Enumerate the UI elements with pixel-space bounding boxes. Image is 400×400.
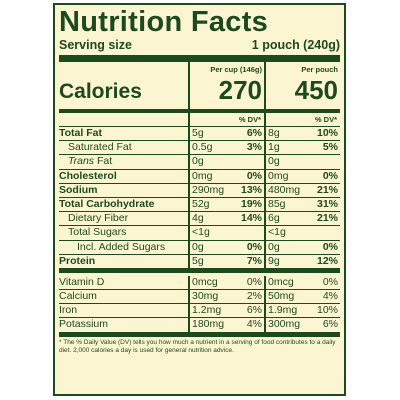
amount-pouch: 1g xyxy=(268,141,280,154)
amount-cup: 180mg xyxy=(192,318,225,331)
amount-pouch: 0mg xyxy=(268,169,289,182)
amount-cup: <1g xyxy=(192,226,210,239)
dv-pouch: 21% xyxy=(316,183,338,196)
nutrient-name: Total Sugars xyxy=(68,226,127,239)
dv-cup: 19% xyxy=(240,197,262,210)
calories-block: Calories Per cup (146g) 270 Per pouch 45… xyxy=(59,62,340,113)
dv-cup: 14% xyxy=(240,212,262,225)
nutrient-row-added-sugars: Incl. Added Sugars 0g 0% 0g 0% xyxy=(59,240,340,255)
dv-pouch: 31% xyxy=(316,197,338,210)
amount-pouch: <1g xyxy=(268,226,286,239)
amount-pouch: 1.9mg xyxy=(268,304,298,317)
amount-pouch: 50mg xyxy=(268,290,295,303)
dv-cup: 7% xyxy=(246,254,262,267)
nutrient-row-trans-fat: Trans Fat 0g 0g xyxy=(59,155,340,170)
nutrient-name: Cholesterol xyxy=(59,169,117,182)
dv-header-row: % DV* % DV* xyxy=(59,113,340,127)
nutrient-name: Total Carbohydrate xyxy=(59,197,155,210)
nutrient-name: Saturated Fat xyxy=(68,141,132,154)
nutrient-row-protein: Protein 5g 7% 9g 12% xyxy=(59,254,340,273)
amount-cup: 30mg xyxy=(192,290,219,303)
vitamin-row-vitamin-d: Vitamin D 0mcg 0% 0mcg 0% xyxy=(59,275,340,291)
nutrient-row-saturated-fat: Saturated Fat 0.5g 3% 1g 5% xyxy=(59,141,340,156)
amount-pouch: 8g xyxy=(268,127,280,139)
amount-cup: 0g xyxy=(192,240,204,253)
amount-cup: 1.2mg xyxy=(192,304,222,317)
dv-pouch: 0% xyxy=(322,169,338,182)
dv-pouch: 5% xyxy=(322,141,338,154)
dv-header-cup: % DV* xyxy=(188,113,264,126)
amount-cup: 5g xyxy=(192,127,204,139)
amount-cup: 290mg xyxy=(192,183,225,196)
nutrient-row-sodium: Sodium 290mg 13% 480mg 21% xyxy=(59,183,340,198)
amount-pouch: 0mcg xyxy=(268,275,294,288)
calories-cup-value: 270 xyxy=(218,75,262,105)
amount-cup: 0g xyxy=(192,155,204,168)
nutrient-row-cholesterol: Cholesterol 0mg 0% 0mg 0% xyxy=(59,169,340,184)
amount-pouch: 0g xyxy=(268,240,280,253)
calories-col-cup: Per cup (146g) 270 xyxy=(188,62,264,109)
calories-col-pouch: Per pouch 450 xyxy=(264,62,340,109)
amount-pouch: 6g xyxy=(268,212,280,225)
label-title: Nutrition Facts xyxy=(59,6,269,38)
serving-size-row: Serving size 1 pouch (240g) xyxy=(59,38,340,62)
nutrient-name: Dietary Fiber xyxy=(68,212,129,225)
nutrient-name: Potassium xyxy=(59,318,109,331)
amount-pouch: 480mg xyxy=(268,183,301,196)
calories-label: Calories xyxy=(59,80,142,103)
dv-header-pouch: % DV* xyxy=(264,113,340,126)
serving-size-label: Serving size xyxy=(59,38,132,52)
nutrient-row-total-fat: Total Fat 5g 6% 8g 10% xyxy=(59,127,340,142)
nutrient-name: Sodium xyxy=(59,183,98,196)
nutrient-row-total-sugars: Total Sugars <1g <1g xyxy=(59,226,340,241)
footnote: * The % Daily Value (DV) tells you how m… xyxy=(59,338,336,354)
nutrient-row-dietary-fiber: Dietary Fiber 4g 14% 6g 21% xyxy=(59,212,340,227)
amount-pouch: 85g xyxy=(268,197,286,210)
dv-cup: 0% xyxy=(246,275,262,288)
calories-pouch-value: 450 xyxy=(294,75,338,105)
dv-cup: 4% xyxy=(246,318,262,331)
amount-cup: 0.5g xyxy=(192,141,213,154)
dv-cup: 0% xyxy=(246,169,262,182)
vitamin-row-iron: Iron 1.2mg 6% 1.9mg 10% xyxy=(59,304,340,319)
dv-cup: 13% xyxy=(240,183,262,196)
nutrient-name: Incl. Added Sugars xyxy=(77,240,166,253)
dv-cup: 3% xyxy=(246,141,262,154)
nutrition-label: Nutrition Facts Serving size 1 pouch (24… xyxy=(53,3,346,396)
dv-cup: 2% xyxy=(246,290,262,303)
amount-pouch: 9g xyxy=(268,254,280,267)
dv-cup: 6% xyxy=(246,127,262,139)
serving-size-value: 1 pouch (240g) xyxy=(251,38,340,52)
dv-pouch: 21% xyxy=(316,212,338,225)
dv-pouch: 10% xyxy=(316,304,338,317)
col-header-cup: Per cup (146g) xyxy=(210,65,262,74)
vitamin-row-potassium: Potassium 180mg 4% 300mg 6% xyxy=(59,318,340,337)
dv-cup: 0% xyxy=(246,240,262,253)
amount-pouch: 300mg xyxy=(268,318,301,331)
dv-pouch: 10% xyxy=(316,127,338,139)
amount-cup: 52g xyxy=(192,197,210,210)
dv-cup: 6% xyxy=(246,304,262,317)
nutrient-name: Vitamin D xyxy=(59,275,105,288)
dv-pouch: 4% xyxy=(322,290,338,303)
amount-cup: 0mcg xyxy=(192,275,218,288)
amount-cup: 4g xyxy=(192,212,204,225)
amount-cup: 0mg xyxy=(192,169,213,182)
nutrient-name: Protein xyxy=(59,254,96,267)
amount-cup: 5g xyxy=(192,254,204,267)
nutrient-name: Calcium xyxy=(59,290,97,303)
vitamin-row-calcium: Calcium 30mg 2% 50mg 4% xyxy=(59,290,340,305)
dv-pouch: 0% xyxy=(322,240,338,253)
nutrient-name: Iron xyxy=(59,304,78,317)
col-header-pouch: Per pouch xyxy=(301,65,338,74)
dv-pouch: 0% xyxy=(322,275,338,288)
dv-pouch: 6% xyxy=(322,318,338,331)
nutrient-name: Trans Fat xyxy=(68,155,113,168)
nutrient-row-total-carbohydrate: Total Carbohydrate 52g 19% 85g 31% xyxy=(59,197,340,213)
amount-pouch: 0g xyxy=(268,155,280,168)
nutrient-name: Total Fat xyxy=(59,127,102,139)
dv-pouch: 12% xyxy=(316,254,338,267)
